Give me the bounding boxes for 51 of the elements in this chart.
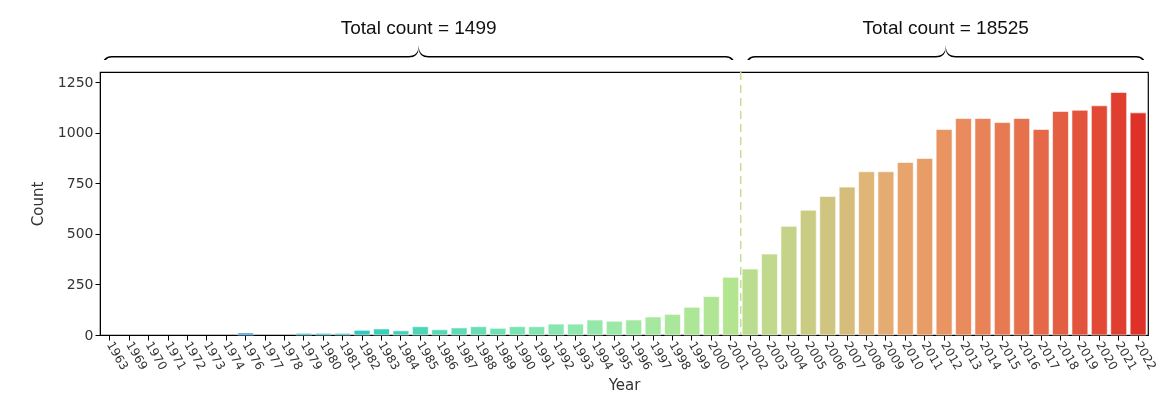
text: Total count = 1499 xyxy=(340,17,497,38)
bar xyxy=(897,162,914,336)
bar xyxy=(1110,92,1127,336)
bar xyxy=(1013,118,1030,336)
bar xyxy=(373,328,390,336)
bar xyxy=(800,209,817,336)
bar xyxy=(1071,109,1089,336)
bar xyxy=(1032,129,1050,336)
text: Total count = 18525 xyxy=(862,17,1029,38)
bar xyxy=(1129,112,1147,336)
bar xyxy=(392,330,410,336)
bar xyxy=(470,326,487,336)
bar xyxy=(974,118,992,336)
bar xyxy=(237,332,254,336)
bar xyxy=(1052,111,1069,336)
x-axis-title: Year xyxy=(607,375,642,394)
bar xyxy=(703,296,720,336)
y-tick-label: 1250 xyxy=(57,73,94,90)
bar xyxy=(625,319,642,336)
bar xyxy=(877,171,895,336)
bar xyxy=(819,196,836,336)
bar xyxy=(431,329,448,336)
y-tick-label: 1000 xyxy=(57,124,94,141)
bar xyxy=(567,323,584,336)
bar xyxy=(955,118,972,336)
y-axis-title: Count xyxy=(28,181,47,227)
bar xyxy=(528,326,545,336)
bar xyxy=(935,129,953,336)
bar xyxy=(450,327,468,336)
bar xyxy=(916,158,933,336)
bar xyxy=(664,314,681,336)
bar xyxy=(644,316,662,336)
bar xyxy=(412,326,429,336)
bar xyxy=(606,320,623,336)
y-tick-label: 750 xyxy=(66,174,94,191)
y-tick-label: 500 xyxy=(66,225,94,242)
bar xyxy=(722,277,739,336)
bar xyxy=(509,326,526,336)
bar xyxy=(1091,105,1108,336)
y-tick-label: 250 xyxy=(66,275,94,292)
bar xyxy=(858,171,875,336)
bar xyxy=(994,122,1011,336)
bar xyxy=(780,226,798,336)
bar xyxy=(353,330,371,336)
bar xyxy=(547,323,565,336)
bar xyxy=(683,306,701,336)
bar xyxy=(489,328,507,336)
bar xyxy=(761,253,778,336)
y-tick-label: 0 xyxy=(84,326,94,343)
bar xyxy=(838,186,856,336)
bar xyxy=(586,319,604,336)
